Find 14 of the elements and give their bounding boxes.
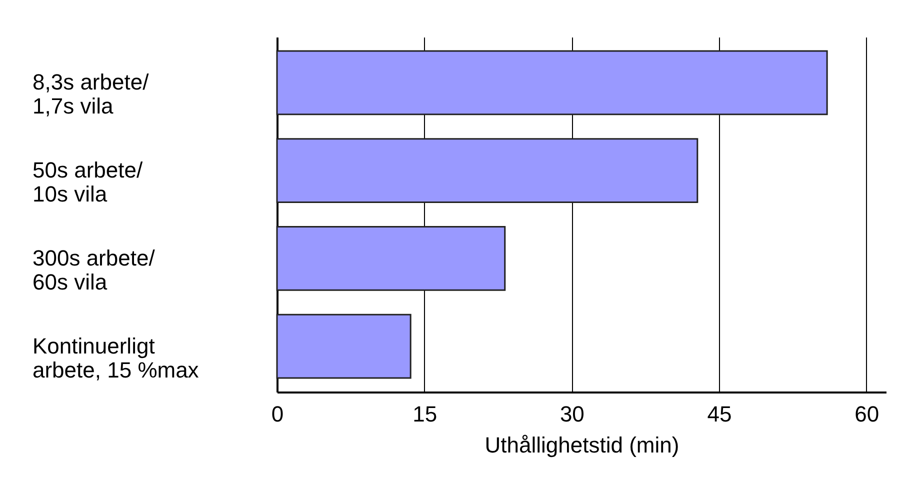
bar [276, 138, 698, 203]
bar [276, 50, 828, 116]
x-tick-label: 45 [707, 402, 732, 426]
y-tick-label: 8,3s arbete/ 1,7s vila [32, 70, 150, 119]
x-tick-label: 30 [560, 402, 584, 426]
bar [276, 314, 412, 379]
y-tick-label: 300s arbete/ 60s vila [32, 245, 156, 294]
x-tick-label: 60 [854, 402, 880, 426]
x-tick-label: 15 [412, 402, 438, 426]
y-tick-label: 50s arbete/ 10s vila [32, 158, 144, 207]
bar [276, 226, 506, 291]
y-tick-label: Kontinuerligt arbete, 15 %max [32, 333, 199, 382]
x-tick-label: 0 [271, 402, 284, 426]
x-axis-title: Uthållighetstid (min) [484, 432, 680, 458]
